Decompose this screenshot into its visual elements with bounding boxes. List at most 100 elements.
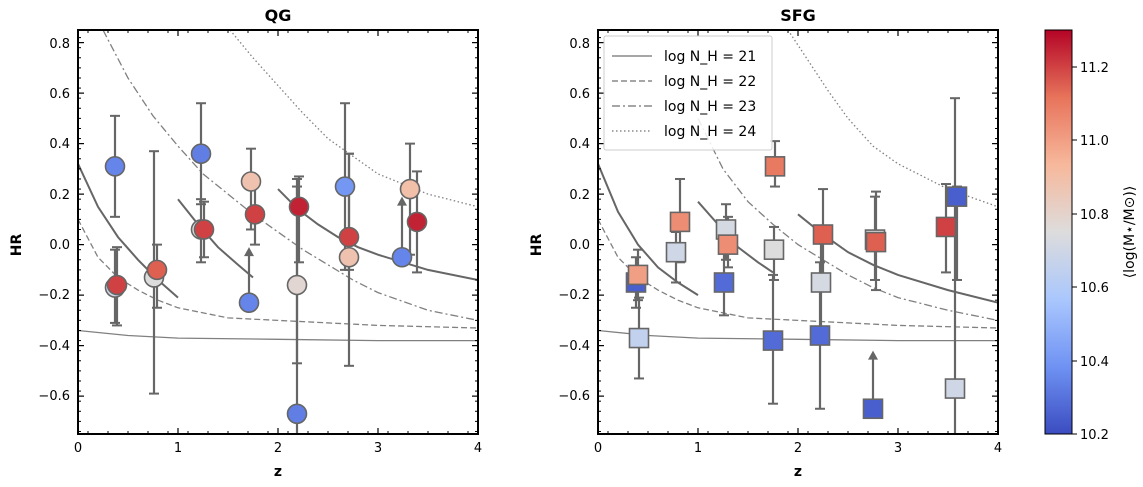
y-axis-label: HR	[529, 234, 545, 257]
y-tick-label: 0.2	[569, 188, 590, 203]
data-point	[665, 241, 687, 263]
data-point	[338, 226, 360, 248]
data-point	[193, 219, 215, 240]
y-tick-label: 0.4	[49, 137, 70, 152]
data-point	[862, 398, 884, 420]
tick-group: 0 1 2 3 4 −0.6 −0.4 −0.2 0.0 0.2 0.4 0.6…	[38, 37, 482, 456]
data-point	[190, 143, 212, 165]
data-point	[763, 239, 785, 260]
y-tick-label: 0.2	[49, 188, 70, 203]
model-curve-solid	[598, 329, 998, 342]
data-point	[764, 156, 786, 177]
data-point	[810, 272, 832, 293]
lower-limit-arrow-head	[244, 247, 254, 257]
model-curve-solid	[598, 163, 699, 296]
panel-title: QG	[265, 6, 292, 25]
data-point	[944, 378, 966, 399]
legend-entry: log N_H = 23	[664, 99, 756, 115]
data-point	[946, 186, 968, 207]
panel-sfg: SFG z HR 0 1 2 3 4 −0.6 −0.4 −0.2 0.0 0.…	[529, 6, 1002, 480]
data-point	[865, 231, 887, 253]
colorbar-ticks: 10.2 10.4 10.6 10.8 11.0 11.2	[1072, 61, 1109, 443]
y-tick-label: 0.6	[569, 87, 590, 102]
colorbar-tick-label: 11.2	[1080, 61, 1109, 76]
x-tick-label: 4	[994, 441, 1002, 456]
x-axis-label: z	[274, 464, 282, 480]
colorbar-gradient	[1044, 29, 1073, 435]
model-curve-solid	[177, 198, 254, 279]
data-point	[106, 274, 128, 296]
x-tick-label: 2	[794, 441, 802, 456]
lower-limit-arrow-head	[868, 350, 878, 360]
colorbar: 10.2 10.4 10.6 10.8 11.0 11.2 ⟨log(M⋆/M⊙…	[1044, 29, 1138, 443]
data-point	[713, 272, 735, 293]
model-curve-dotted	[229, 30, 478, 208]
data-point	[399, 178, 421, 200]
x-tick-label: 0	[594, 441, 602, 456]
data-point	[286, 274, 308, 296]
y-tick-label: 0.4	[569, 137, 590, 152]
plot-area	[77, 29, 479, 435]
data-point	[146, 259, 168, 281]
x-tick-label: 2	[274, 441, 282, 456]
panel-qg: QG z HR 0 1 2 3 4 −0.6 −0.4 −0.2 0.0 0.2…	[9, 6, 482, 480]
y-tick-label: −0.4	[38, 339, 70, 354]
colorbar-label: ⟨log(M⋆/M⊙)⟩	[1122, 186, 1138, 279]
plot-content	[598, 30, 998, 434]
y-tick-label: 0.8	[569, 37, 590, 52]
data-point	[240, 171, 262, 192]
colorbar-tick-label: 11.0	[1080, 134, 1109, 149]
x-axis-label: z	[794, 464, 802, 480]
model-curve-dashed	[78, 219, 478, 329]
x-tick-label: 4	[474, 441, 482, 456]
colorbar-tick-label: 10.6	[1080, 281, 1109, 296]
panel-title: SFG	[780, 6, 816, 25]
model-curve-dotted	[787, 30, 998, 208]
legend-frame	[603, 35, 773, 151]
data-point	[288, 196, 310, 218]
data-point	[809, 325, 831, 346]
x-tick-label: 1	[694, 441, 702, 456]
data-point	[627, 264, 649, 286]
data-point	[812, 224, 834, 245]
data-point	[669, 211, 691, 233]
data-point	[717, 234, 739, 255]
legend: log N_H = 21 log N_H = 22 log N_H = 23 l…	[603, 35, 773, 151]
colorbar-tick-label: 10.2	[1080, 428, 1109, 443]
y-tick-label: 0.6	[49, 87, 70, 102]
y-tick-label: −0.2	[38, 288, 70, 303]
model-curve-solid	[78, 329, 478, 342]
y-tick-label: −0.4	[558, 339, 590, 354]
data-point	[244, 204, 266, 225]
legend-entry: log N_H = 24	[664, 124, 756, 140]
legend-entry: log N_H = 21	[664, 49, 756, 65]
data-point	[338, 246, 360, 268]
y-tick-label: −0.2	[558, 288, 590, 303]
data-point	[935, 216, 957, 238]
data-point	[334, 176, 356, 197]
y-tick-label: 0.0	[49, 238, 70, 253]
x-tick-label: 1	[174, 441, 182, 456]
y-axis-label: HR	[9, 234, 25, 257]
y-tick-label: 0.0	[569, 238, 590, 253]
data-point	[762, 330, 784, 351]
y-tick-label: −0.6	[38, 389, 70, 404]
y-tick-label: 0.8	[49, 37, 70, 52]
data-point	[391, 246, 413, 268]
data-point	[628, 327, 650, 349]
y-tick-label: −0.6	[558, 389, 590, 404]
colorbar-tick-label: 10.4	[1080, 355, 1109, 370]
data-point	[406, 211, 428, 233]
x-tick-label: 3	[894, 441, 902, 456]
x-tick-label: 3	[374, 441, 382, 456]
data-point	[104, 156, 126, 177]
data-point	[238, 292, 260, 314]
lower-limit-arrow-head	[397, 196, 407, 206]
legend-entry: log N_H = 22	[664, 74, 756, 90]
x-tick-label: 0	[74, 441, 82, 456]
plot-content	[78, 30, 478, 434]
data-point	[286, 403, 308, 425]
tick-group: 0 1 2 3 4 −0.6 −0.4 −0.2 0.0 0.2 0.4 0.6…	[558, 37, 1002, 456]
colorbar-tick-label: 10.8	[1080, 208, 1109, 223]
